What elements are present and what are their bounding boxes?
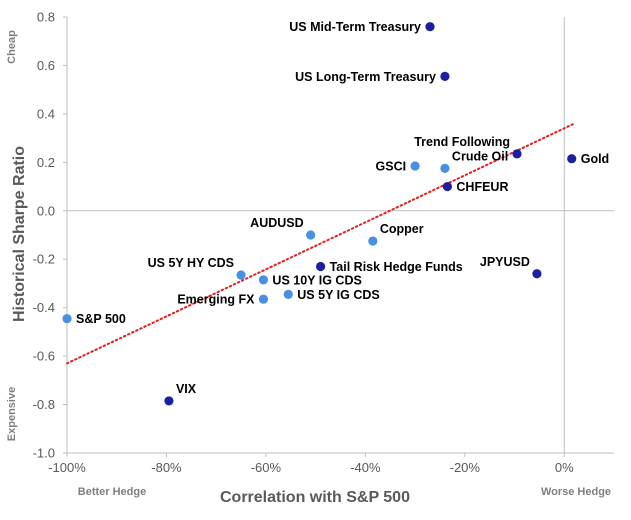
axis-ticks: -1.0 -0.8 -0.6 -0.4 -0.2 0.0 0.2 0.4 0.6 0.8 -100%… [33,10,575,476]
trendline-layer [66,122,576,365]
y-tick-label: 0.2 [37,155,55,170]
x-axis-title: Correlation with S&P 500 [220,489,410,506]
data-labels: US Mid-Term Treasury US Long-Term Treasur… [76,20,609,396]
x-tick-label: -100% [48,460,86,475]
data-point [512,149,522,159]
data-label: US 5Y HY CDS [148,256,234,270]
data-point [236,270,246,280]
data-point [440,71,450,81]
data-point [532,269,542,279]
x-tick-label: -80% [151,460,182,475]
y-side-label-top: Cheap [6,30,18,64]
data-label: US Mid-Term Treasury [289,20,421,34]
data-label: US Long-Term Treasury [295,70,436,84]
data-point [283,289,293,299]
data-label: Gold [581,152,609,166]
y-tick-label: 0.4 [37,106,55,121]
data-point [567,154,577,164]
data-label: S&P 500 [76,312,126,326]
data-label: Tail Risk Hedge Funds [330,260,463,274]
data-label: Crude Oil [452,149,508,163]
y-tick-label: -0.6 [33,349,55,364]
data-label: Trend Following [414,135,510,149]
y-side-label-bottom: Expensive [6,387,18,441]
data-point [258,294,269,304]
data-label: VIX [176,382,197,396]
data-point [442,181,453,192]
x-side-label-right: Worse Hedge [541,486,611,498]
y-tick-label: 0.6 [37,58,55,73]
data-label: CHFEUR [456,180,508,194]
x-side-label-left: Better Hedge [78,486,146,498]
data-label: AUDUSD [250,216,303,230]
reference-lines [66,17,614,454]
data-label: Copper [380,222,424,236]
y-axis-title: Historical Sharpe Ratio [11,146,28,322]
y-tick-label: -1.0 [33,446,55,461]
data-point [440,163,450,173]
x-tick-label: -20% [450,460,481,475]
y-tick-label: 0.0 [37,203,55,218]
data-point [62,313,72,324]
x-tick-label: 0% [555,460,574,475]
data-point [368,236,378,246]
data-point [258,275,269,285]
data-point [425,22,435,32]
data-label: JPYUSD [480,255,530,269]
data-points [62,22,577,406]
x-tick-label: -60% [251,460,282,475]
data-label: Emerging FX [177,293,255,307]
data-point [316,261,326,272]
y-tick-label: -0.8 [33,397,55,412]
data-point [306,230,316,240]
y-tick-label: -0.4 [33,300,55,315]
data-label: US 5Y IG CDS [297,288,379,302]
y-tick-label: 0.8 [37,10,55,25]
data-label: US 10Y IG CDS [272,273,361,287]
data-point [164,396,174,406]
data-point [410,161,420,171]
trendline [66,122,576,365]
data-label: GSCI [376,159,407,173]
x-tick-label: -40% [350,460,381,475]
y-tick-label: -0.2 [33,252,55,267]
